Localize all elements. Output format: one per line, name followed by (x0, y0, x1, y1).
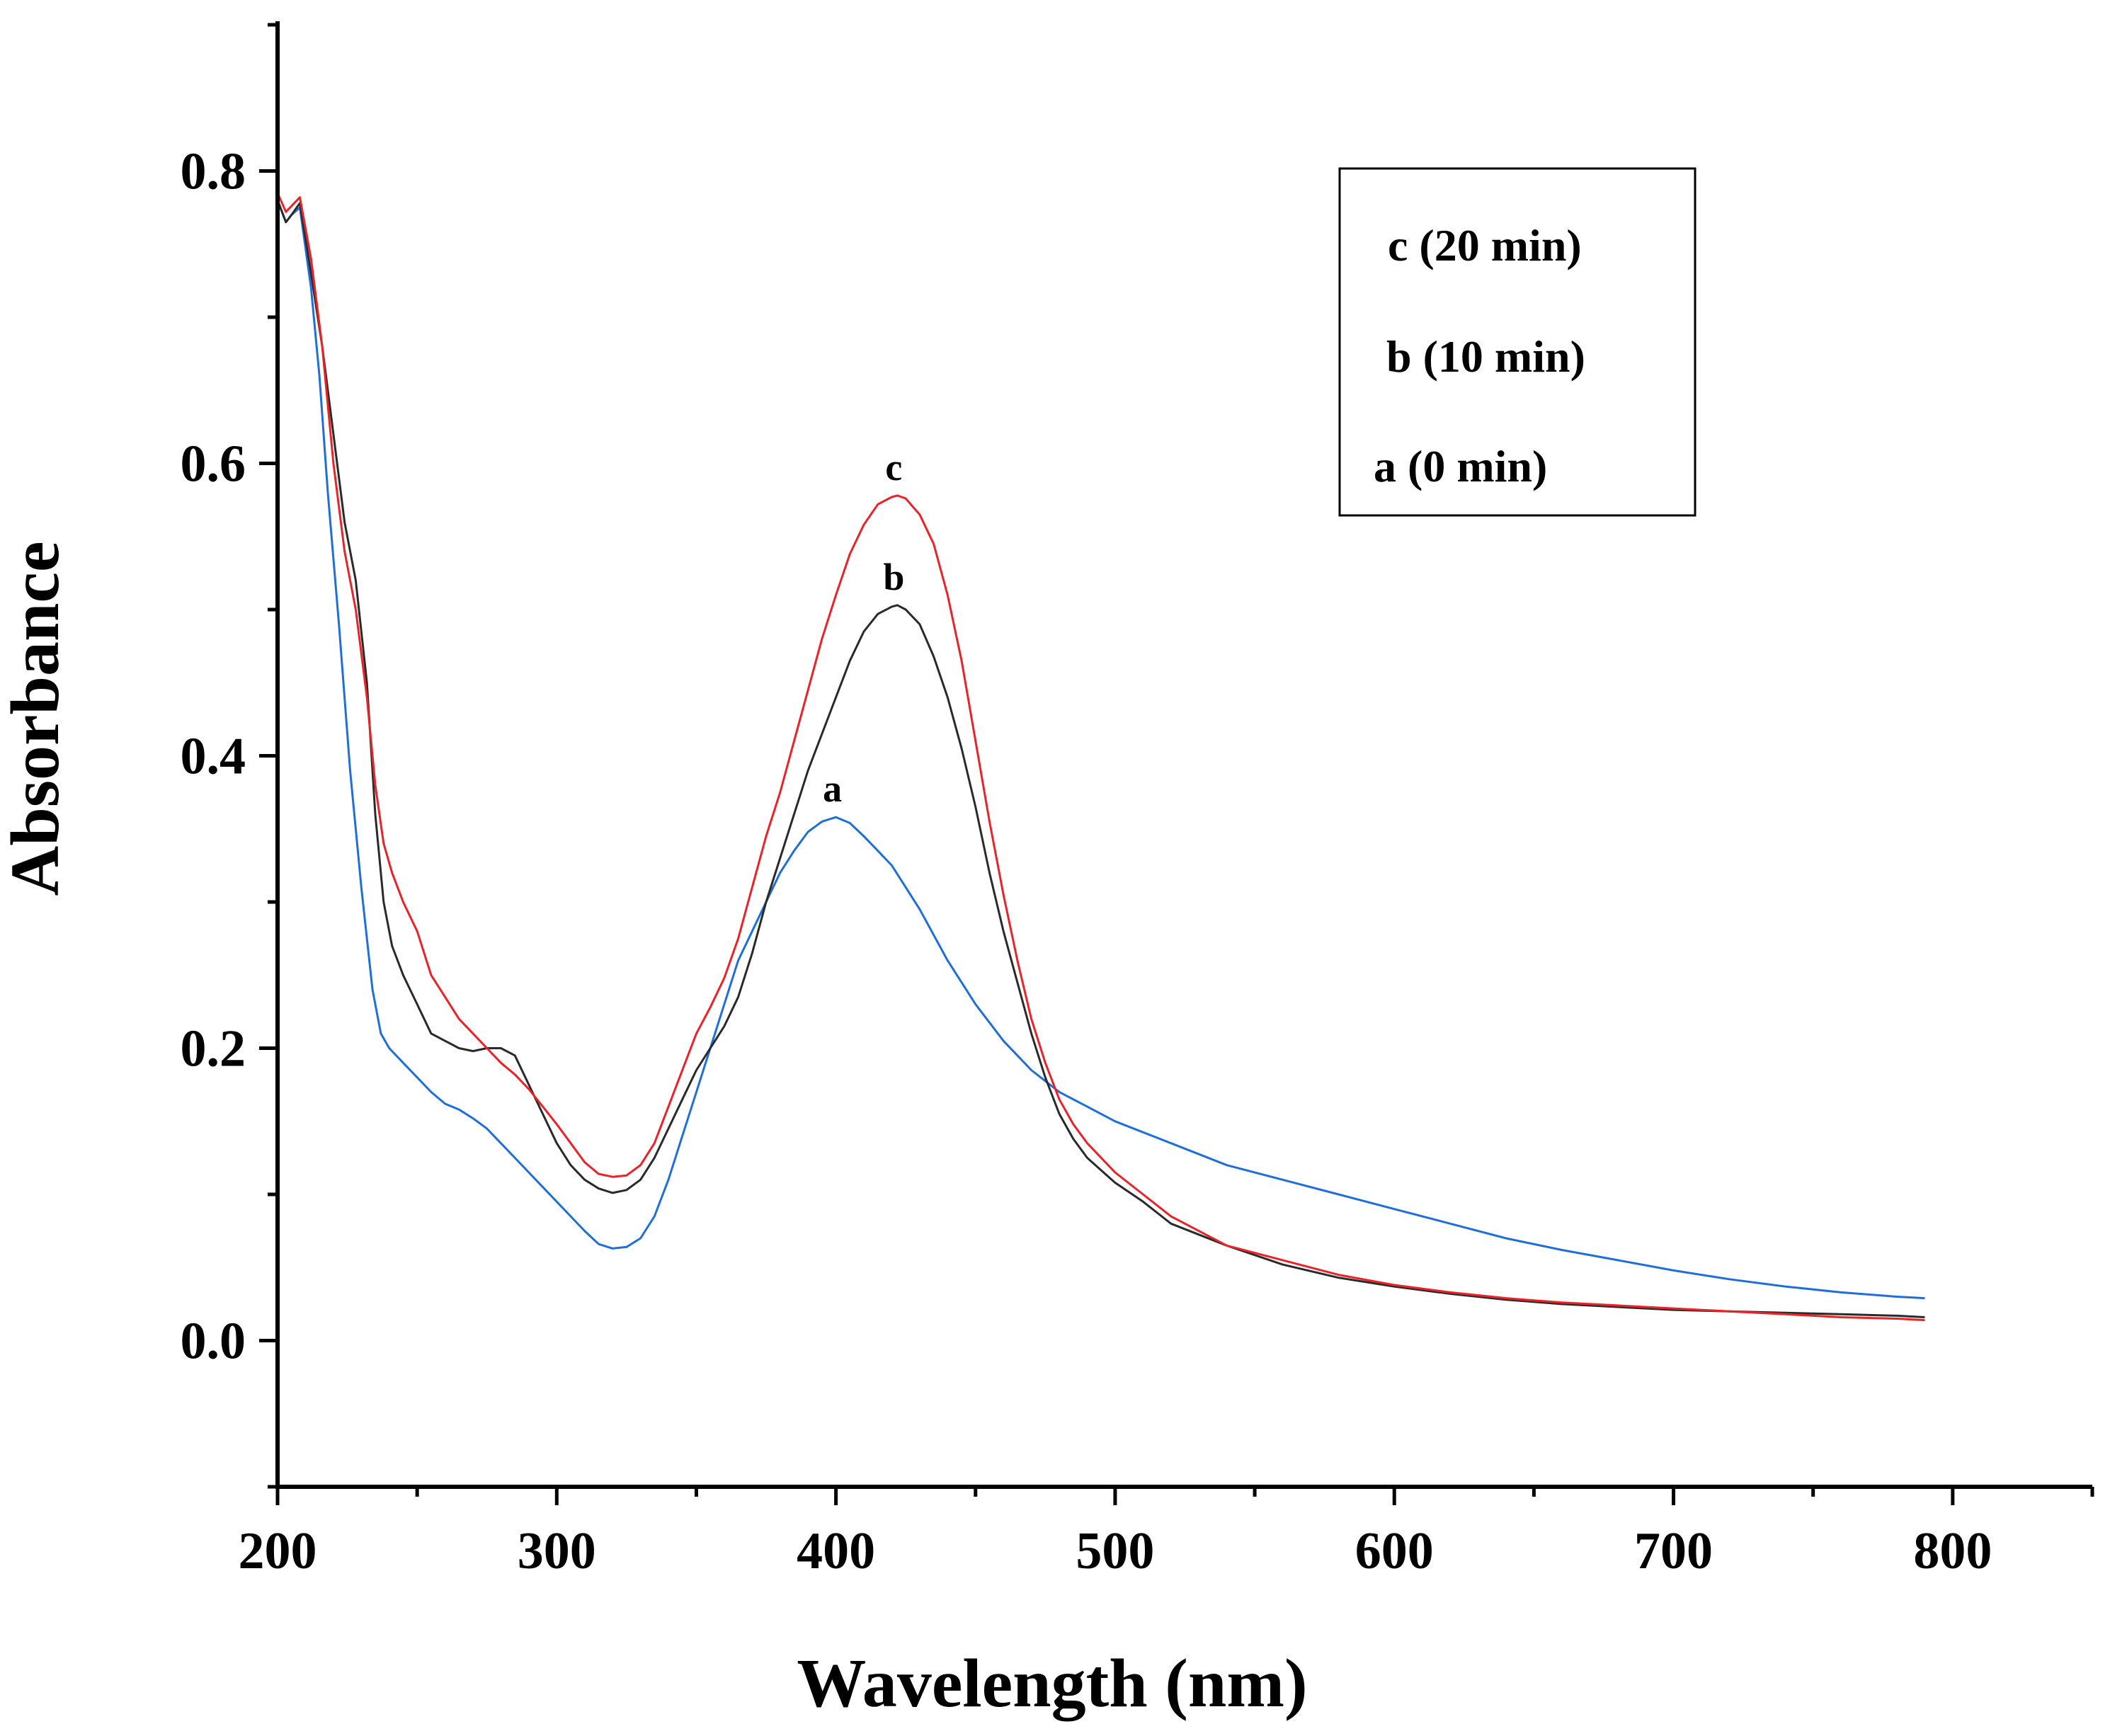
x-tick-label: 600 (1355, 1522, 1434, 1580)
x-axis-title: Wavelength (nm) (797, 1645, 1307, 1722)
x-tick-label: 400 (797, 1522, 875, 1580)
labels-layer: Wavelength (nm) Absorbance a b c (0, 446, 1308, 1722)
series-layer (276, 192, 1925, 1322)
x-tick-label: 500 (1076, 1522, 1154, 1580)
curve-label-b: b (883, 556, 904, 598)
y-tick-label: 0.2 (181, 1020, 246, 1078)
series-line-c (276, 192, 1925, 1322)
legend: c (20 min) b (10 min) a (0 min) (1338, 167, 1696, 517)
y-tick-label: 0.8 (181, 143, 246, 201)
y-tick-label: 0.6 (181, 435, 246, 493)
y-tick-label: 0.0 (181, 1313, 246, 1371)
series-line-a (276, 200, 1925, 1300)
curve-label-c: c (885, 446, 902, 489)
x-tick-label: 200 (239, 1522, 317, 1580)
y-axis-title: Absorbance (0, 542, 74, 896)
legend-box (1338, 167, 1696, 517)
series-line-b (276, 200, 1925, 1318)
x-tick-label: 800 (1913, 1522, 1992, 1580)
x-tick-label: 700 (1634, 1522, 1713, 1580)
x-tick-label: 300 (518, 1522, 596, 1580)
legend-entry: b (10 min) (1386, 331, 1585, 382)
legend-entry: a (0 min) (1374, 441, 1547, 491)
y-tick-label: 0.4 (181, 728, 246, 786)
legend-entry: c (20 min) (1388, 220, 1582, 270)
axes-layer: 200 300 400 500 600 700 800 0.0 0.2 0.4 0.6 0.8 (181, 21, 2094, 1580)
curve-label-a: a (823, 767, 842, 810)
